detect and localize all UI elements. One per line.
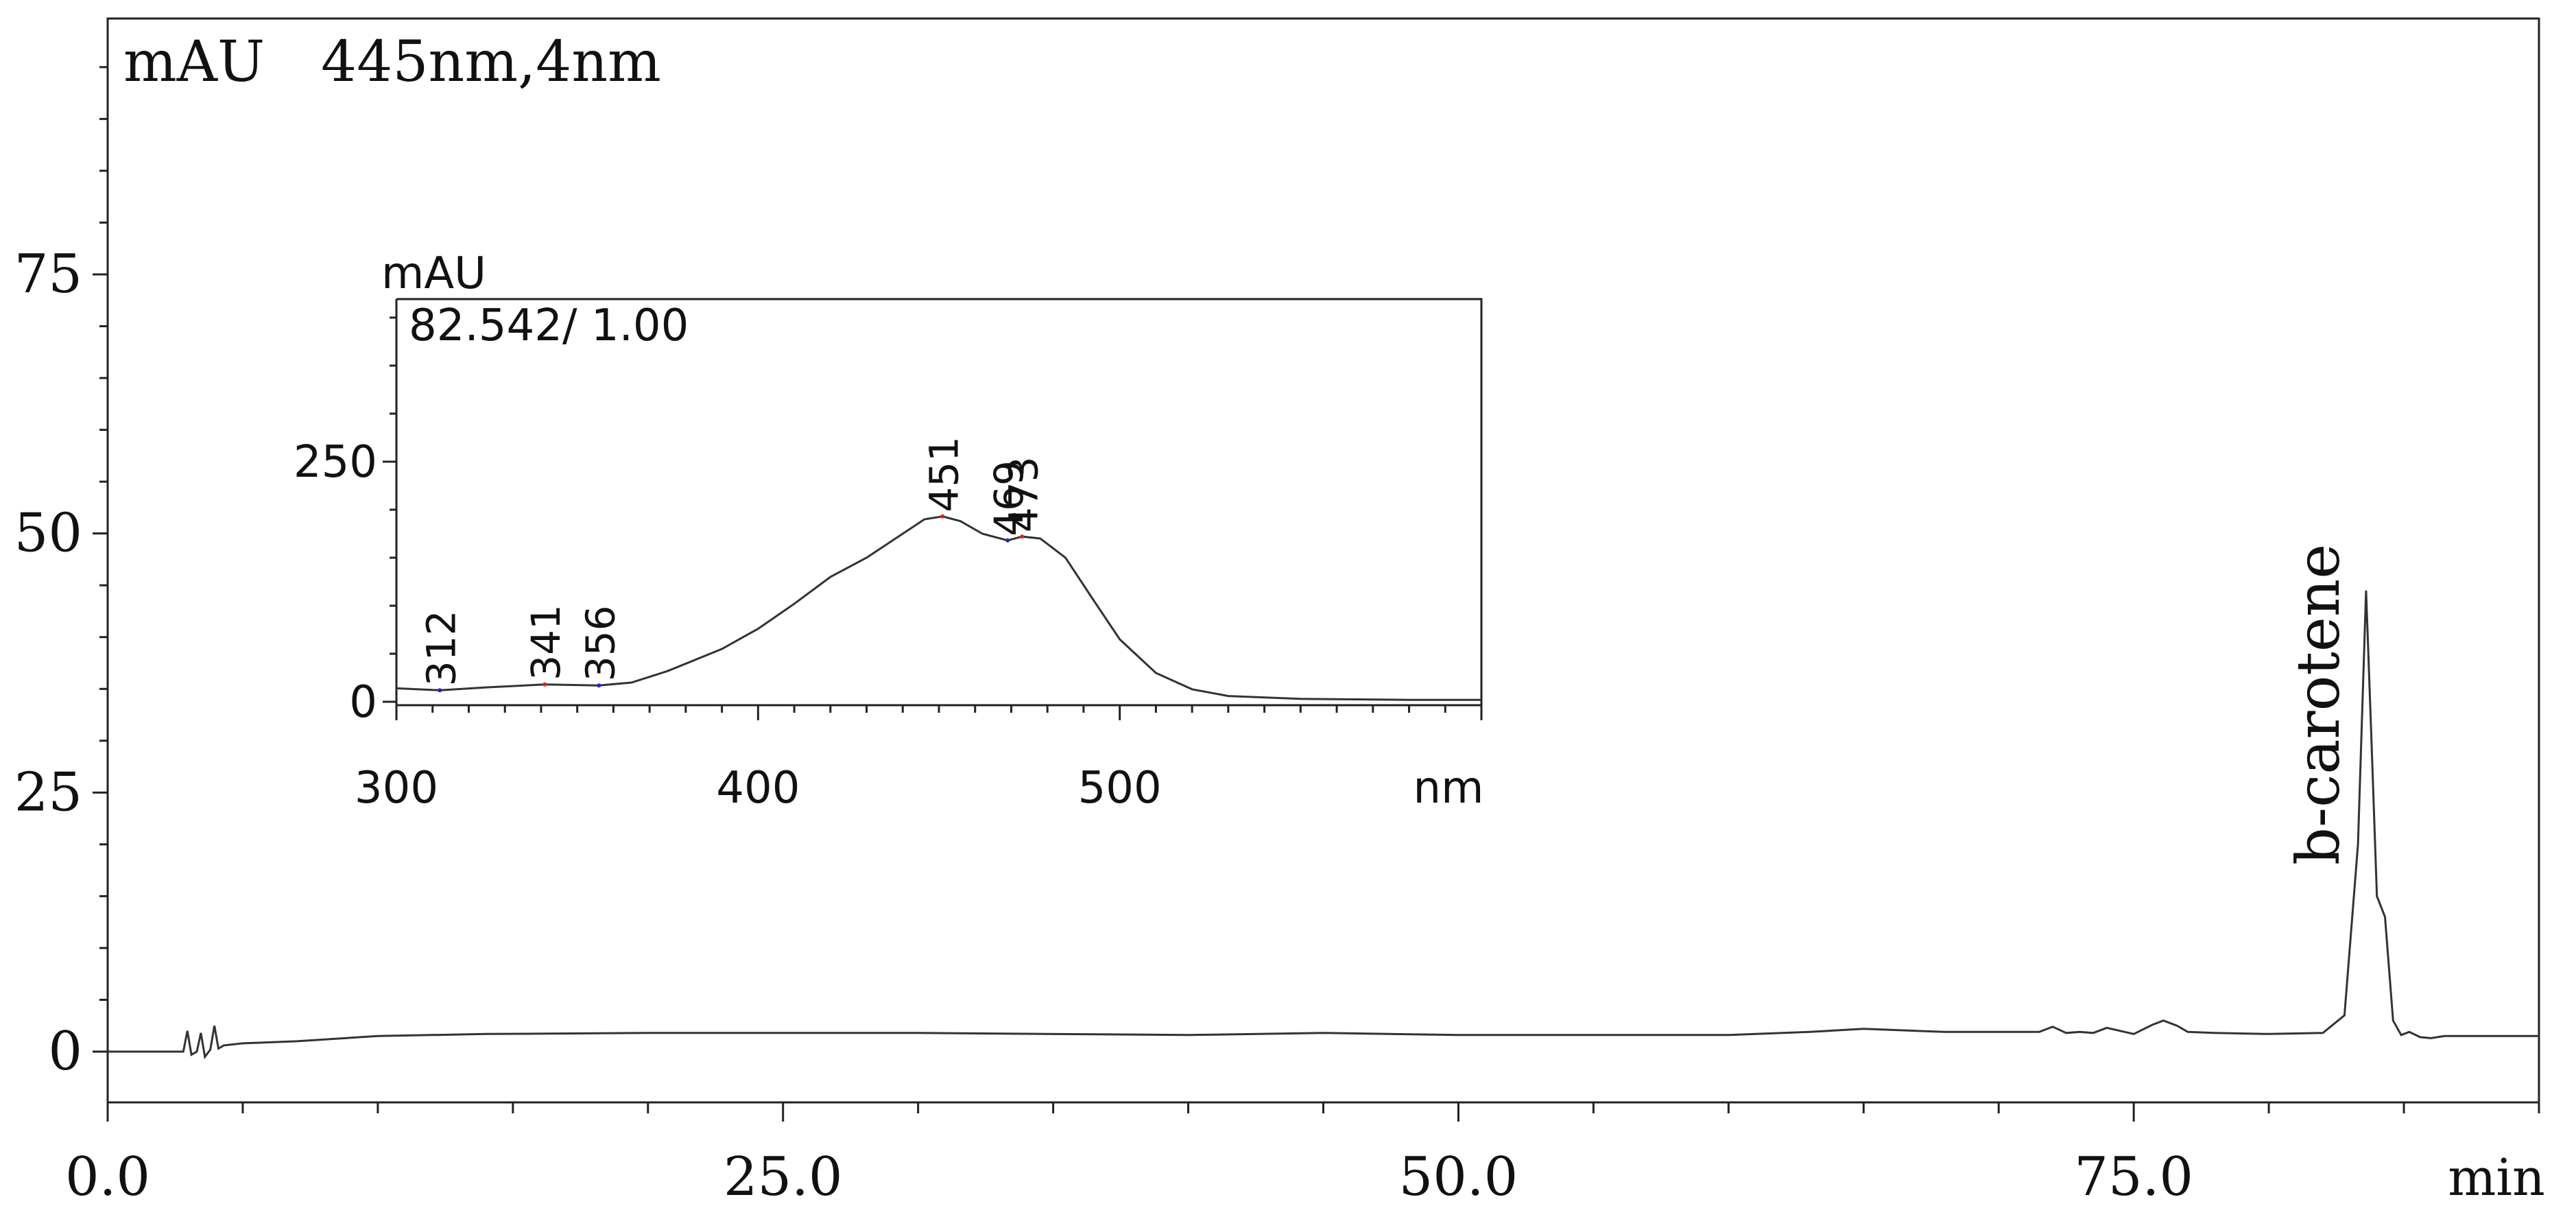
inset-peak-label: 473 <box>1000 456 1047 532</box>
inset-peak-label: 356 <box>577 605 623 681</box>
inset-title: 82.542/ 1.00 <box>409 300 689 351</box>
main-y-tick-label: 50 <box>14 503 82 565</box>
inset-x-tick-label: 400 <box>716 763 800 814</box>
inset-y-tick-label: 0 <box>349 677 377 728</box>
inset-peak-marker <box>542 682 547 687</box>
main-y-tick-label: 75 <box>14 244 82 305</box>
inset-peak-marker <box>1020 534 1025 539</box>
inset-y-unit-label: mAU <box>381 248 486 299</box>
inset-peak-label: 312 <box>418 610 464 686</box>
main-x-tick-label: 25.0 <box>724 1146 843 1208</box>
inset-axis-tick-labels: 300 400 500 0 250 <box>294 437 1162 814</box>
main-chart: mAU 445nm,4nm 0.0 25.0 50.0 75.0 0 25 50 75 min… <box>14 17 2545 1208</box>
inset-peak-marker <box>1005 538 1010 543</box>
inset-peak-label: 469 <box>986 460 1032 536</box>
main-x-tick-label: 50.0 <box>1399 1146 1518 1208</box>
inset-x-tick-label: 300 <box>355 763 438 814</box>
main-axis-tick-labels: 0.0 25.0 50.0 75.0 0 25 50 75 <box>14 244 2193 1208</box>
peak-label-b-carotene: b-carotene <box>2285 544 2353 865</box>
inset-x-tick-label: 500 <box>1078 763 1162 814</box>
inset-axis-ticks <box>383 316 1483 720</box>
main-axis-ticks <box>93 66 2540 1122</box>
main-x-tick-label: 0.0 <box>65 1146 150 1208</box>
main-x-tick-label: 75.0 <box>2074 1146 2193 1208</box>
main-title: 445nm,4nm <box>321 29 661 95</box>
main-y-tick-label: 25 <box>14 761 82 823</box>
inset-peak-marker <box>597 683 601 688</box>
inset-peak-marker <box>940 514 945 519</box>
inset-y-tick-label: 250 <box>294 437 377 488</box>
inset-x-unit-label: nm <box>1414 763 1484 814</box>
main-x-unit-label: min <box>2448 1148 2545 1207</box>
main-chromatogram-trace <box>108 590 2539 1060</box>
inset-peak-label: 451 <box>920 436 967 512</box>
inset-background <box>396 299 1481 705</box>
inset-peak-label: 341 <box>523 604 569 680</box>
main-y-tick-label: 0 <box>48 1021 82 1082</box>
inset-spectrum-chart: mAU 82.542/ 1.00 300 400 500 0 250 nm 312 341… <box>294 248 1484 814</box>
inset-peak-marker <box>438 688 442 693</box>
main-y-unit-label: mAU <box>123 29 265 95</box>
